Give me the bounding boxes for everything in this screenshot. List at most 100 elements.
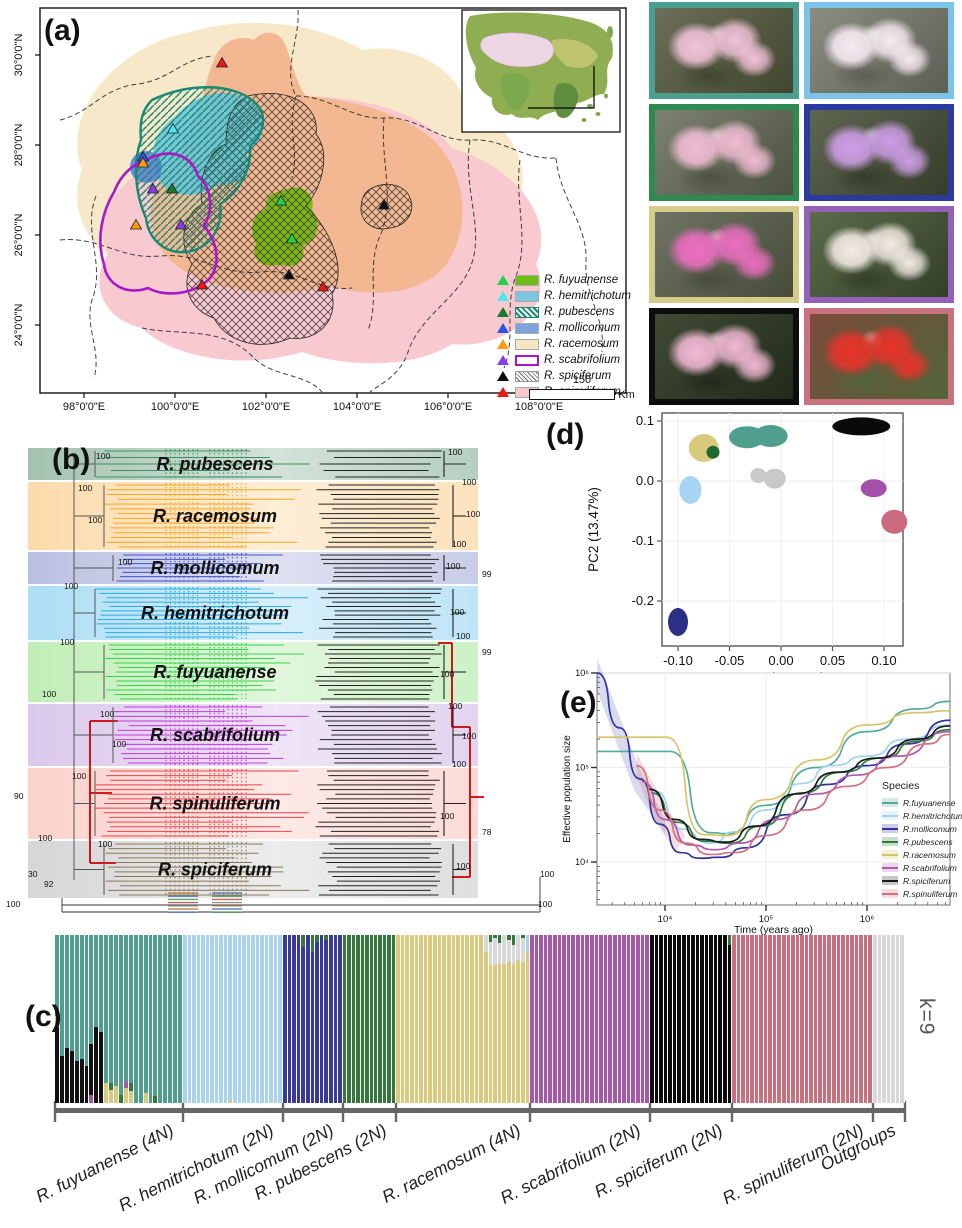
ancestry-main bbox=[338, 935, 342, 1103]
ancestry-main bbox=[493, 965, 497, 1103]
structure-bar bbox=[59, 935, 65, 1103]
pca-panel: -0.10-0.050.000.050.100.10.0-0.1-0.2PC1 … bbox=[586, 412, 908, 685]
admixture-segment bbox=[104, 1082, 109, 1103]
ancestry-main bbox=[562, 935, 566, 1103]
ancestry-main bbox=[260, 935, 264, 1103]
structure-bar bbox=[296, 935, 302, 1103]
ancestry-main bbox=[576, 935, 580, 1103]
ancestry-main bbox=[636, 935, 640, 1103]
ancestry-main bbox=[320, 935, 324, 1103]
structure-bar bbox=[369, 935, 374, 1103]
ancestry-main bbox=[655, 935, 659, 1103]
structure-bar bbox=[827, 935, 833, 1103]
y-tick-label: 24°0'0"N bbox=[13, 304, 25, 347]
structure-bar bbox=[617, 935, 623, 1103]
structure-bar bbox=[409, 935, 415, 1103]
structure-bar bbox=[548, 935, 554, 1103]
ancestry-main bbox=[764, 935, 768, 1103]
structure-bar bbox=[654, 935, 660, 1103]
site-triangle bbox=[285, 232, 299, 244]
admixture-segment bbox=[520, 935, 525, 939]
ancestry-main bbox=[461, 935, 465, 1103]
legend-triangle-icon bbox=[497, 339, 509, 349]
structure-bar bbox=[553, 935, 558, 1103]
structure-bar bbox=[677, 935, 682, 1103]
ancestry-main bbox=[677, 935, 681, 1103]
scale-unit: Km bbox=[618, 388, 635, 401]
bootstrap-value: 100 bbox=[38, 833, 52, 843]
ancestry-main bbox=[809, 935, 813, 1103]
bootstrap-value: 100 bbox=[446, 561, 460, 571]
ancestry-main bbox=[324, 940, 328, 1103]
structure-bar bbox=[672, 935, 678, 1103]
legend-row: R. mollicomum bbox=[497, 320, 637, 336]
ancestry-main bbox=[288, 935, 292, 1103]
ancestry-main bbox=[512, 964, 516, 1103]
ancestry-main bbox=[873, 935, 877, 1103]
bootstrap-value: 100 bbox=[64, 581, 78, 591]
structure-bar bbox=[754, 935, 760, 1103]
structure-bar bbox=[405, 935, 410, 1103]
structure-bar bbox=[89, 935, 95, 1103]
ancestry-main bbox=[387, 935, 390, 1103]
structure-bar bbox=[777, 935, 783, 1103]
tree-tips-left bbox=[105, 843, 310, 896]
structure-bar bbox=[539, 935, 544, 1103]
map-range-pubescens bbox=[134, 86, 265, 254]
legend-entry: R.scabrifolium bbox=[903, 863, 957, 873]
tree-species-label: R. spinuliferum bbox=[149, 794, 280, 814]
ancestry-main bbox=[197, 935, 201, 1103]
demo-legend: Species R.fuyuanense R.hemitrichotum R.moll… bbox=[882, 780, 962, 899]
structure-bar bbox=[599, 935, 604, 1103]
structure-bar bbox=[192, 935, 197, 1103]
structure-bar bbox=[681, 935, 687, 1103]
ancestry-main bbox=[278, 935, 282, 1103]
structure-bar bbox=[530, 935, 535, 1103]
flower-photo bbox=[810, 8, 948, 93]
ancestry-main bbox=[396, 935, 400, 1103]
ancestry-main bbox=[442, 935, 446, 1103]
structure-bar bbox=[104, 935, 110, 1103]
ancestry-main bbox=[428, 935, 432, 1103]
structure-bar bbox=[214, 935, 220, 1103]
ancestry-main bbox=[581, 935, 585, 1103]
flower-photo bbox=[810, 110, 948, 195]
ancestry-main bbox=[475, 935, 479, 1103]
ancestry-main bbox=[238, 935, 242, 1103]
structure-bar bbox=[391, 935, 397, 1103]
ancestry-main bbox=[622, 935, 626, 1103]
tree-tips-left bbox=[96, 450, 310, 478]
structure-bar bbox=[479, 935, 484, 1103]
ancestry-main bbox=[274, 935, 278, 1103]
structure-bar bbox=[640, 935, 646, 1103]
admixture-segment bbox=[99, 1032, 104, 1103]
admixture-segment bbox=[55, 1010, 59, 1016]
tree-species-label: R. mollicomum bbox=[150, 558, 279, 578]
photo-r-pubescens bbox=[649, 104, 799, 201]
ancestry-main bbox=[850, 935, 854, 1103]
inset-study-area-bracket bbox=[528, 66, 595, 109]
structure-bar bbox=[886, 935, 892, 1103]
ancestry-main bbox=[215, 935, 219, 1103]
site-triangle bbox=[136, 156, 150, 168]
structure-bar bbox=[196, 935, 202, 1103]
ancestry-main bbox=[109, 935, 113, 1083]
ancestry-main bbox=[544, 935, 548, 1103]
structure-block-r-pubescens-2n- bbox=[343, 935, 397, 1103]
legend-species-name: R. mollicomum bbox=[544, 322, 621, 334]
ancestry-main bbox=[419, 935, 423, 1103]
bootstrap-value: 100 bbox=[118, 557, 132, 567]
ancestry-main bbox=[173, 935, 177, 1103]
legend-row: R. pubescens bbox=[497, 304, 637, 320]
structure-bar bbox=[723, 935, 728, 1103]
bootstrap-value: 90 bbox=[14, 791, 24, 801]
bootstrap-value: 100 bbox=[78, 483, 92, 493]
sample-label-columns bbox=[165, 449, 247, 479]
x-tick-label: 104°0'0"E bbox=[333, 401, 381, 413]
ancestry-main bbox=[188, 935, 192, 1103]
ancestry-main bbox=[887, 935, 891, 1103]
structure-bar bbox=[576, 935, 581, 1103]
pca-y-label: PC2 (13.47%) bbox=[586, 487, 601, 572]
structure-bar bbox=[242, 935, 247, 1103]
demo-series-r-fuyuanense bbox=[596, 700, 951, 835]
